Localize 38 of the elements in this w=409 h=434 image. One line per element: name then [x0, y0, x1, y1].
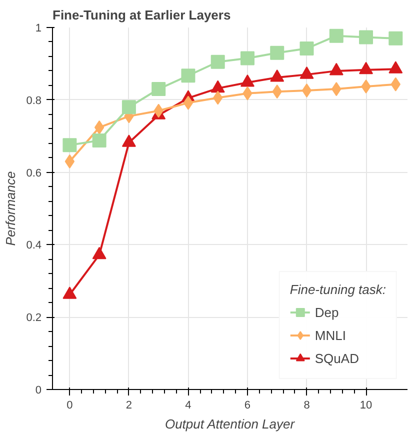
- point: [181, 68, 196, 83]
- x-tick-label: 10: [360, 400, 372, 412]
- point: [152, 82, 166, 96]
- point: [92, 246, 106, 260]
- point: [300, 41, 314, 56]
- y-tick-label: 0: [35, 384, 42, 396]
- y-tick-label: 0.8: [26, 94, 42, 107]
- x-tick-label: 0: [66, 400, 73, 412]
- x-tick-label: 8: [304, 400, 310, 412]
- y-axis-title: Performance: [3, 171, 18, 246]
- point: [92, 133, 106, 148]
- x-tick-label: 6: [244, 400, 251, 412]
- point: [302, 83, 312, 98]
- point: [359, 30, 374, 44]
- y-tick-label: 0.6: [26, 167, 42, 180]
- point: [240, 51, 254, 66]
- point: [62, 286, 77, 299]
- point: [270, 46, 284, 60]
- legend-label: Dep: [314, 304, 339, 320]
- point: [210, 54, 225, 69]
- point: [94, 120, 104, 134]
- legend-label: SQuAD: [314, 350, 359, 366]
- y-tick-label: 0.4: [26, 240, 42, 252]
- y-tick-label: 1: [35, 22, 42, 34]
- point: [62, 138, 77, 152]
- legend-label: MNLI: [314, 328, 346, 342]
- x-axis-title: Output Attention Layer: [164, 416, 296, 432]
- point: [122, 100, 136, 114]
- point: [183, 96, 194, 110]
- y-tick-label: 0.2: [26, 312, 42, 324]
- point: [329, 28, 344, 43]
- x-tick-label: 4: [185, 400, 192, 412]
- point: [122, 134, 136, 147]
- point: [388, 31, 403, 46]
- point: [64, 154, 75, 168]
- legend-title: Fine-tuning task:: [290, 282, 386, 297]
- chart-title: Fine-Tuning at Earlier Layers: [52, 8, 231, 22]
- x-tick-label: 2: [126, 400, 132, 412]
